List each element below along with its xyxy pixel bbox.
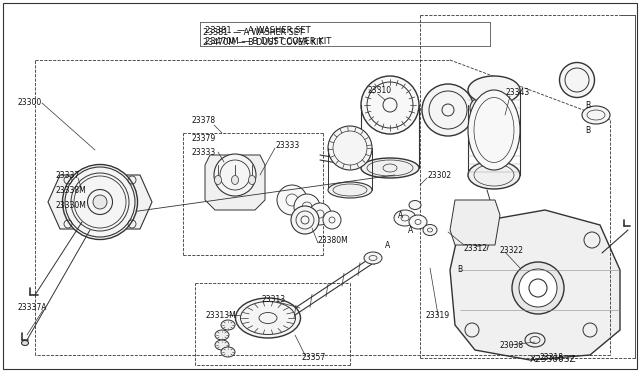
Ellipse shape xyxy=(525,333,545,347)
Text: 23302: 23302 xyxy=(427,170,451,180)
Text: 23322: 23322 xyxy=(500,246,524,254)
Ellipse shape xyxy=(470,98,490,118)
Ellipse shape xyxy=(215,340,229,350)
Text: A: A xyxy=(385,241,390,250)
Ellipse shape xyxy=(277,185,307,215)
Ellipse shape xyxy=(512,262,564,314)
Ellipse shape xyxy=(248,176,255,185)
Text: 23319: 23319 xyxy=(425,311,449,320)
Ellipse shape xyxy=(423,224,437,235)
Text: A: A xyxy=(408,225,413,234)
Ellipse shape xyxy=(422,84,474,136)
Text: 23337A: 23337A xyxy=(18,304,47,312)
Ellipse shape xyxy=(468,90,520,170)
Text: 23381  — A WASHER SET: 23381 — A WASHER SET xyxy=(205,26,310,35)
Text: 23300: 23300 xyxy=(18,97,42,106)
Polygon shape xyxy=(48,175,152,229)
Text: 23343: 23343 xyxy=(505,87,529,96)
Text: 23357: 23357 xyxy=(302,353,326,362)
Ellipse shape xyxy=(468,161,520,189)
Ellipse shape xyxy=(582,106,610,124)
Ellipse shape xyxy=(22,340,29,346)
Text: 23337: 23337 xyxy=(56,170,80,180)
Ellipse shape xyxy=(221,320,235,330)
Text: 23312: 23312 xyxy=(464,244,488,253)
Ellipse shape xyxy=(409,201,421,209)
Text: B: B xyxy=(585,125,590,135)
Ellipse shape xyxy=(328,126,372,170)
Ellipse shape xyxy=(291,206,319,234)
Text: 23380M: 23380M xyxy=(318,235,349,244)
Ellipse shape xyxy=(361,76,419,134)
Ellipse shape xyxy=(93,195,107,209)
Text: 23381  — A WASHER SET: 23381 — A WASHER SET xyxy=(203,28,303,36)
Ellipse shape xyxy=(559,62,595,97)
Text: 23330M: 23330M xyxy=(56,201,87,209)
Text: B: B xyxy=(457,266,462,275)
Ellipse shape xyxy=(409,215,427,229)
Ellipse shape xyxy=(215,330,229,340)
Ellipse shape xyxy=(468,76,520,104)
Ellipse shape xyxy=(394,210,416,226)
Ellipse shape xyxy=(214,154,256,196)
Text: 23310: 23310 xyxy=(367,86,391,94)
Text: 23313: 23313 xyxy=(262,295,286,305)
Ellipse shape xyxy=(309,203,331,225)
Text: 23318: 23318 xyxy=(540,353,564,362)
Text: A: A xyxy=(398,211,403,219)
Polygon shape xyxy=(205,155,265,210)
Text: 23470M — B DUST COVER KIT: 23470M — B DUST COVER KIT xyxy=(203,38,323,46)
Ellipse shape xyxy=(519,269,557,307)
Text: 23333: 23333 xyxy=(275,141,300,150)
Ellipse shape xyxy=(361,158,419,178)
Text: B: B xyxy=(585,100,590,109)
Ellipse shape xyxy=(214,176,221,185)
Ellipse shape xyxy=(364,252,382,264)
Ellipse shape xyxy=(221,347,235,357)
Text: 23038: 23038 xyxy=(500,340,524,350)
Text: 23470M — B DUST COVER KIT: 23470M — B DUST COVER KIT xyxy=(205,36,332,45)
Ellipse shape xyxy=(328,182,372,198)
Polygon shape xyxy=(450,210,620,360)
Text: 23379: 23379 xyxy=(192,134,216,142)
Ellipse shape xyxy=(63,164,138,240)
Text: 23378: 23378 xyxy=(192,115,216,125)
Ellipse shape xyxy=(294,194,320,220)
Text: 23333: 23333 xyxy=(192,148,216,157)
Ellipse shape xyxy=(236,298,301,338)
Text: X233003Z: X233003Z xyxy=(530,356,577,365)
Polygon shape xyxy=(450,200,500,245)
Ellipse shape xyxy=(232,176,239,185)
Text: 23338M: 23338M xyxy=(56,186,87,195)
Text: 23313M: 23313M xyxy=(205,311,236,320)
Ellipse shape xyxy=(323,211,341,229)
